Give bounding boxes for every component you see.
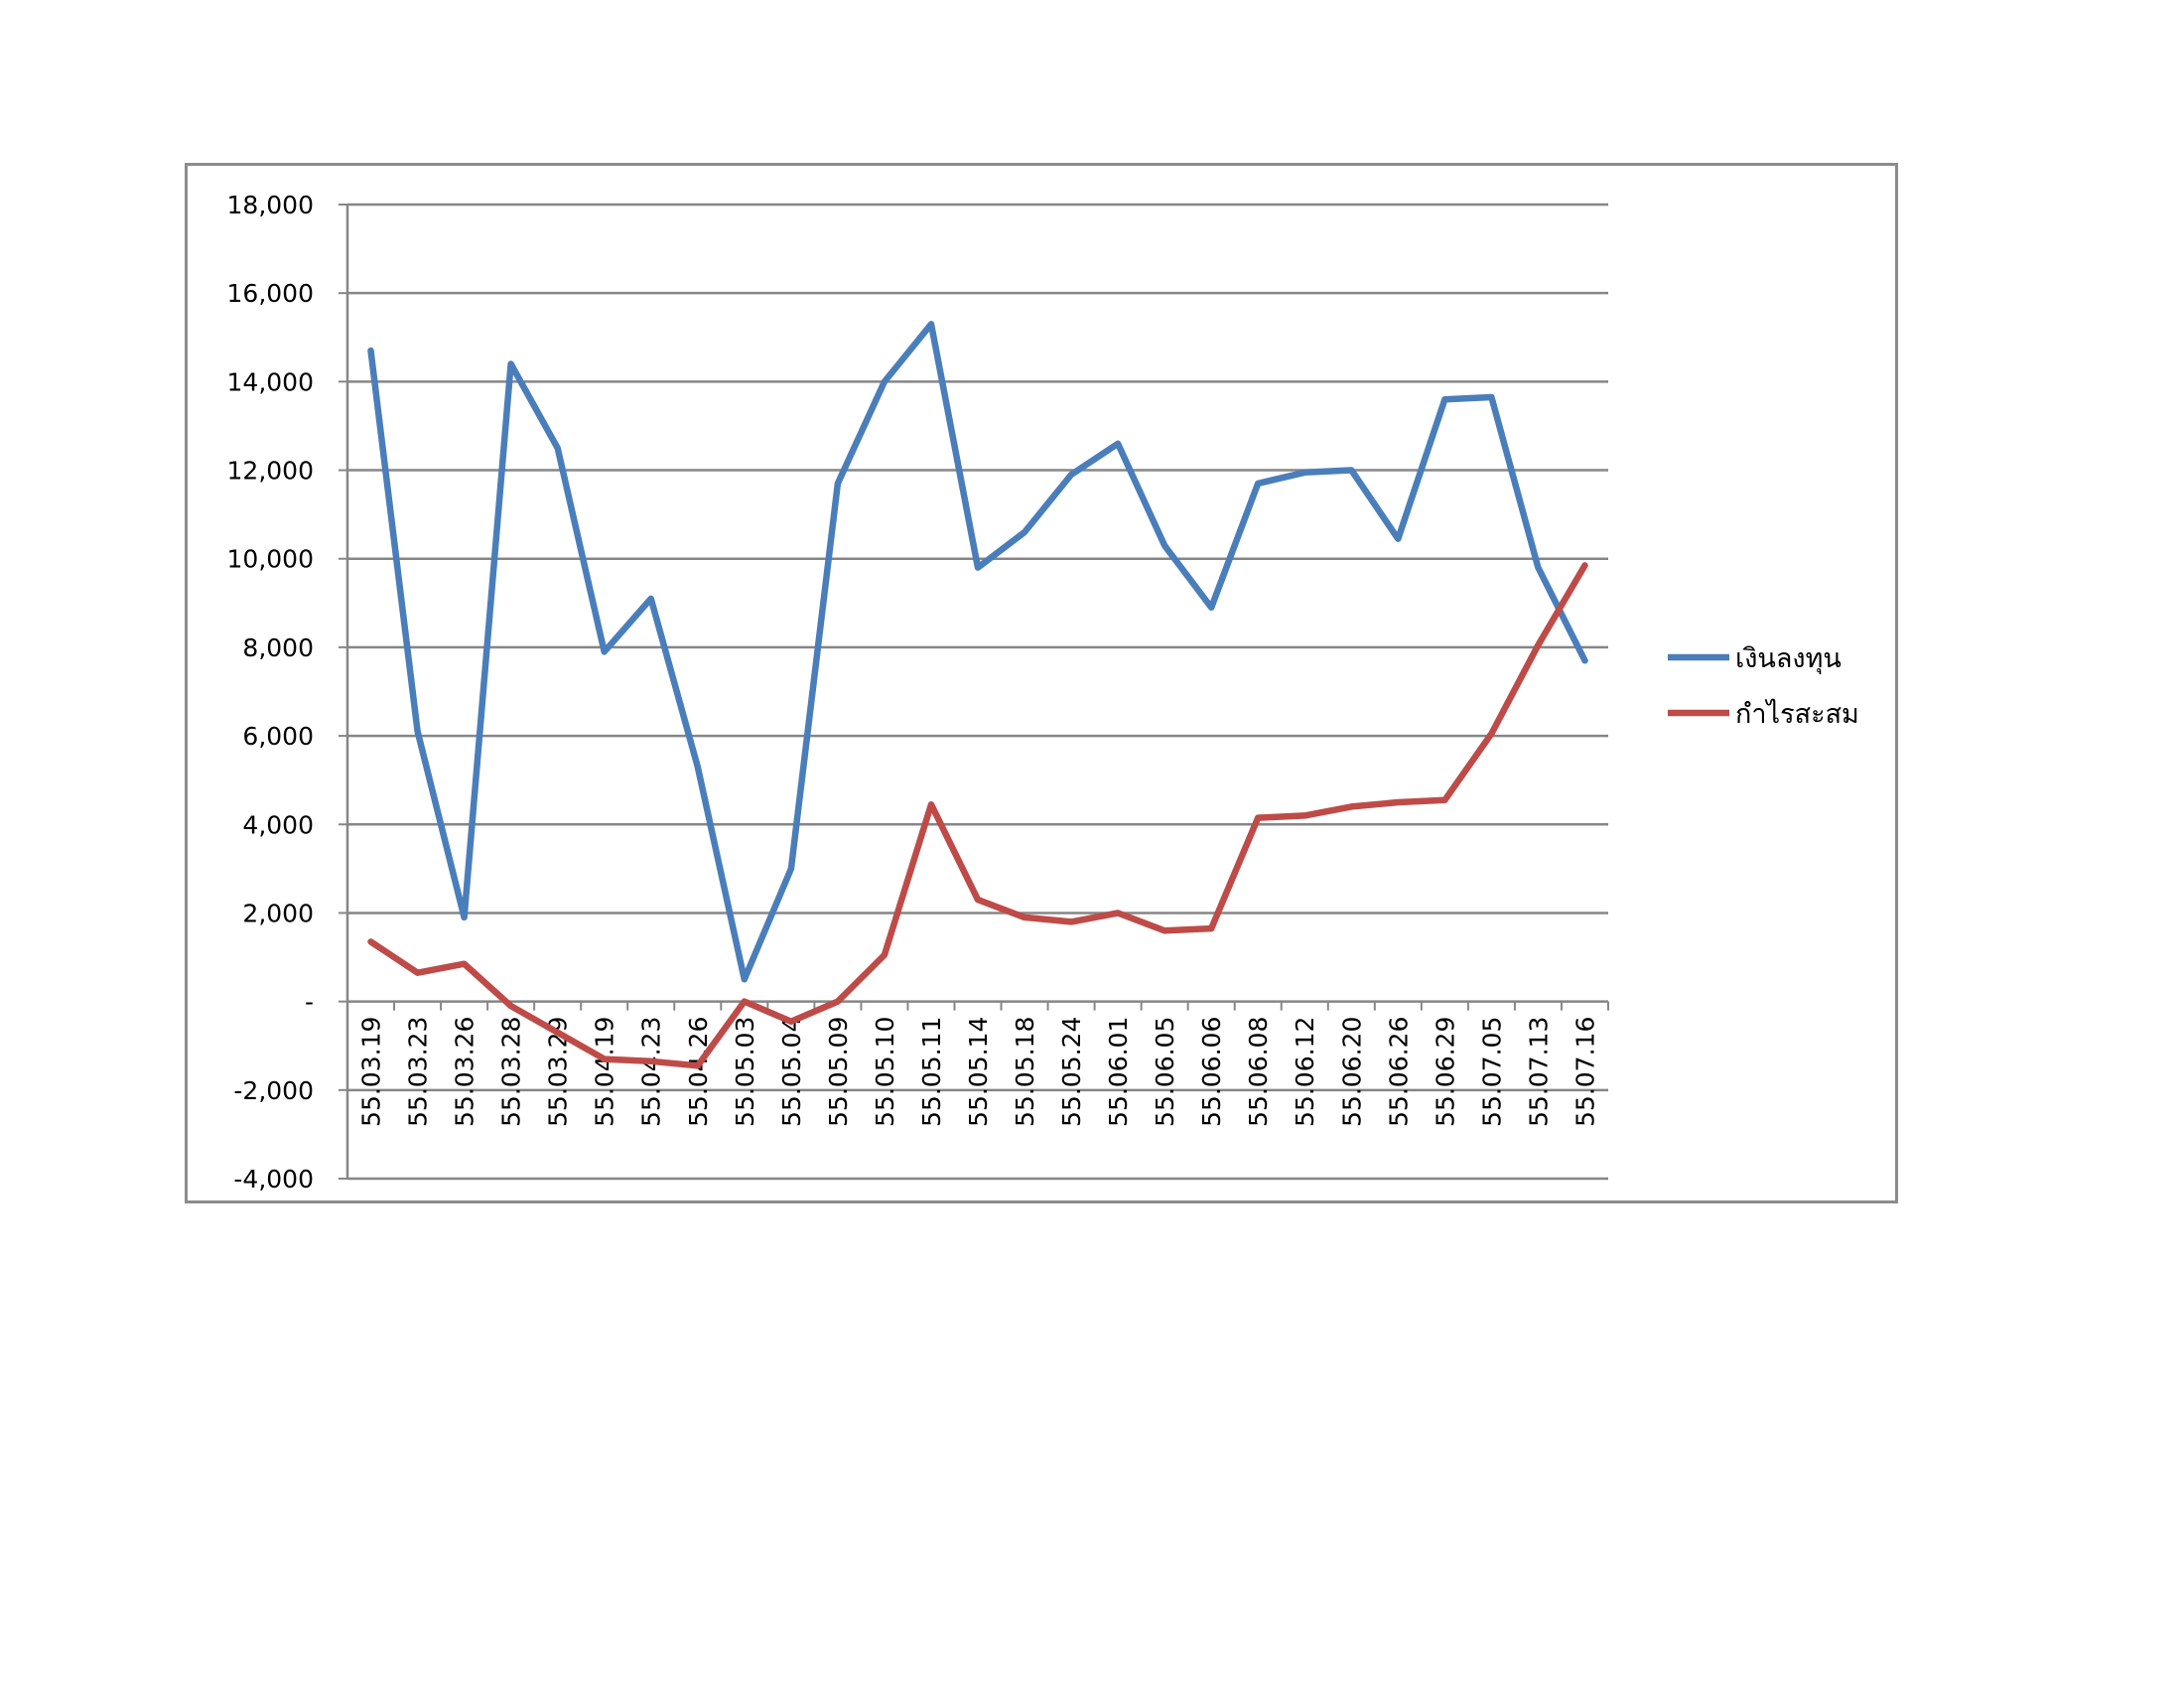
x-tick-label: 55.07.13	[1524, 1017, 1553, 1127]
x-tick-label: 55.05.10	[871, 1017, 899, 1127]
x-tick-label: 55.04.23	[637, 1017, 666, 1127]
x-tick-label: 55.07.05	[1477, 1017, 1506, 1127]
x-tick-label: 55.03.23	[404, 1017, 433, 1127]
series-line-2	[367, 562, 1588, 1069]
x-tick-label: 55.06.01	[1104, 1017, 1133, 1127]
y-tick-label: 2,000	[242, 899, 314, 927]
legend: เงินลงทุนกำไรสะสม	[1668, 643, 1859, 730]
axes	[339, 204, 1609, 1180]
x-tick-label: 55.06.06	[1197, 1017, 1226, 1127]
x-tick-label: 55.05.14	[964, 1017, 993, 1127]
y-tick-label: -	[305, 988, 314, 1017]
x-tick-label: 55.05.04	[777, 1017, 806, 1127]
x-tick-labels: 55.03.19 55.03.23 55.03.26 55.03.28 55.03.29…	[357, 1017, 1600, 1127]
legend-label-2: กำไรสะสม	[1735, 699, 1859, 730]
y-tick-label: -4,000	[233, 1165, 314, 1194]
x-tick-label: 55.06.12	[1291, 1017, 1319, 1127]
y-tick-labels: 18,000 16,000 14,000 12,000 10,000 8,000 6,000…	[227, 191, 314, 1194]
y-tick-label: 6,000	[242, 722, 314, 751]
chart-frame	[185, 163, 1898, 1203]
x-tick-label: 55.04.19	[591, 1017, 619, 1127]
x-tick-label: 55.05.03	[731, 1017, 759, 1127]
x-tick-label: 55.04.26	[684, 1017, 713, 1127]
x-tick-label: 55.03.19	[357, 1017, 386, 1127]
x-tick-label: 55.06.29	[1431, 1017, 1459, 1127]
y-tick-label: -2,000	[233, 1076, 314, 1105]
x-tick-label: 55.05.24	[1057, 1017, 1086, 1127]
series-lines	[367, 321, 1588, 1069]
y-tick-label: 12,000	[227, 457, 314, 486]
legend-label-1: เงินลงทุน	[1735, 643, 1842, 675]
y-tick-label: 18,000	[227, 191, 314, 219]
y-tick-label: 16,000	[227, 279, 314, 308]
gridlines	[347, 203, 1608, 1181]
y-tick-label: 4,000	[242, 810, 314, 839]
y-tick-label: 8,000	[242, 633, 314, 662]
x-tick-label: 55.05.18	[1011, 1017, 1039, 1127]
x-tick-label: 55.03.28	[497, 1017, 526, 1127]
x-tick-label: 55.06.26	[1384, 1017, 1413, 1127]
x-tick-label: 55.06.20	[1337, 1017, 1366, 1127]
y-tick-label: 14,000	[227, 367, 314, 396]
x-tick-label: 55.07.16	[1570, 1017, 1599, 1127]
x-tick-label: 55.06.05	[1151, 1017, 1179, 1127]
x-tick-label: 55.06.08	[1244, 1017, 1273, 1127]
series-line-1	[367, 321, 1588, 983]
y-tick-label: 10,000	[227, 545, 314, 574]
x-tick-label: 55.05.11	[917, 1017, 946, 1127]
x-tick-label: 55.03.26	[451, 1017, 479, 1127]
x-tick-label: 55.05.09	[824, 1017, 853, 1127]
